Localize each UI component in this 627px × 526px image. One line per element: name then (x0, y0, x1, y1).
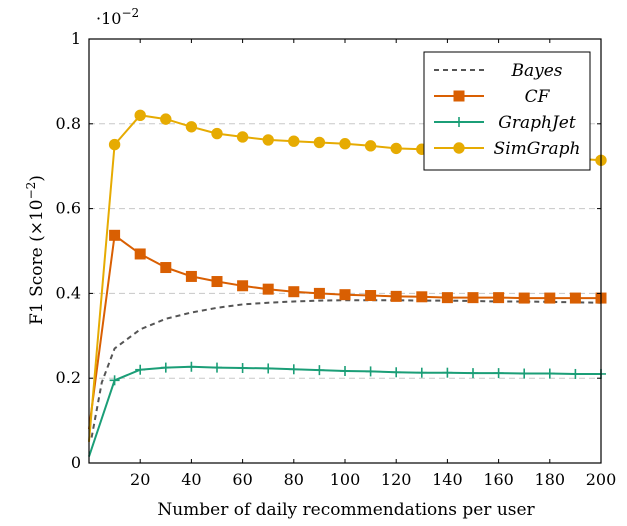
series-bayes (90, 299, 602, 438)
data-point-simgraph (134, 109, 146, 122)
legend-label-cf: CF (525, 87, 551, 107)
data-point-simgraph (108, 138, 121, 151)
data-point-graphjet (314, 365, 325, 376)
legend-marker-cf (453, 90, 465, 102)
legend-box (423, 51, 591, 171)
data-point-cf (262, 283, 274, 295)
data-point-cf (339, 289, 351, 301)
y-tick-label: 0.8 (56, 114, 81, 133)
data-point-simgraph (364, 140, 377, 152)
data-point-simgraph (339, 138, 351, 150)
data-point-graphjet (109, 375, 120, 386)
data-point-simgraph (236, 131, 249, 143)
data-point-cf (365, 290, 377, 302)
y-tick-label: 0.2 (56, 368, 81, 387)
data-point-graphjet (263, 363, 274, 374)
data-point-cf (160, 262, 172, 274)
data-point-graphjet (416, 367, 427, 378)
series-cf (88, 229, 607, 430)
legend-marker-graphjet (454, 117, 464, 127)
series-graphjet (88, 361, 606, 457)
data-point-cf (544, 292, 556, 304)
data-point-graphjet (365, 366, 376, 377)
data-point-graphjet (288, 364, 299, 375)
x-tick-label: 120 (381, 470, 412, 489)
data-point-graphjet (442, 367, 453, 378)
data-point-cf (390, 290, 402, 302)
data-point-graphjet (237, 363, 248, 374)
data-point-simgraph (160, 113, 172, 125)
data-point-graphjet (570, 368, 581, 379)
y-axis-label: F1 Score (×10−2) (24, 175, 47, 325)
data-point-graphjet (212, 362, 222, 373)
data-point-cf (441, 292, 453, 304)
x-tick-label: 100 (330, 470, 361, 489)
legend-label-simgraph: SimGraph (494, 139, 581, 159)
data-point-simgraph (211, 127, 223, 140)
legend-item-bayes: Bayes (434, 61, 563, 81)
x-tick-label: 60 (232, 470, 252, 489)
data-point-graphjet (340, 365, 350, 376)
data-point-cf (134, 248, 146, 260)
data-point-cf (518, 292, 530, 304)
x-tick-label: 180 (535, 470, 566, 489)
data-point-cf (493, 292, 505, 304)
legend-label-bayes: Bayes (510, 61, 562, 81)
legend-marker-simgraph (453, 142, 465, 154)
data-point-graphjet (519, 368, 530, 379)
legend-item-cf: CF (434, 87, 551, 107)
data-point-graphjet (391, 367, 402, 378)
data-point-simgraph (185, 121, 198, 133)
data-point-cf (569, 292, 581, 304)
y-axis-scale-note: ·10−2 (96, 6, 139, 28)
data-point-cf (288, 286, 300, 298)
legend-item-graphjet: GraphJet (434, 113, 576, 133)
data-point-cf (416, 291, 428, 303)
data-point-graphjet (186, 361, 197, 372)
data-point-cf (185, 270, 197, 282)
data-point-graphjet (160, 362, 171, 373)
x-tick-label: 160 (483, 470, 514, 489)
x-tick-label: 140 (432, 470, 463, 489)
data-point-simgraph (313, 136, 326, 149)
x-tick-label: 200 (586, 470, 617, 489)
series-line-bayes (90, 299, 602, 438)
legend-label-graphjet: GraphJet (498, 113, 576, 133)
x-tick-label: 20 (130, 470, 150, 489)
x-tick-label: 80 (284, 470, 304, 489)
data-point-simgraph (390, 142, 402, 155)
data-point-simgraph (288, 135, 300, 147)
data-point-cf (313, 287, 325, 299)
data-point-graphjet (135, 364, 146, 375)
data-point-cf (237, 280, 249, 292)
legend: Bayes CF GraphJet SimGraph (423, 51, 591, 171)
data-point-cf (467, 292, 479, 304)
data-point-simgraph (262, 134, 274, 146)
x-axis-label: Number of daily recommendations per user (157, 500, 535, 520)
data-point-graphjet (468, 368, 478, 379)
data-point-graphjet (544, 368, 555, 379)
series-line-graphjet (88, 365, 601, 457)
data-point-graphjet (493, 368, 504, 379)
y-tick-label: 0 (71, 453, 81, 472)
y-tick-label: 0.6 (56, 199, 81, 218)
y-tick-label: 0.4 (56, 283, 81, 302)
data-point-cf (211, 276, 223, 288)
x-tick-label: 40 (181, 470, 201, 489)
y-tick-label: 1 (71, 29, 81, 48)
legend-item-simgraph: SimGraph (434, 139, 580, 159)
data-point-cf (109, 229, 121, 241)
